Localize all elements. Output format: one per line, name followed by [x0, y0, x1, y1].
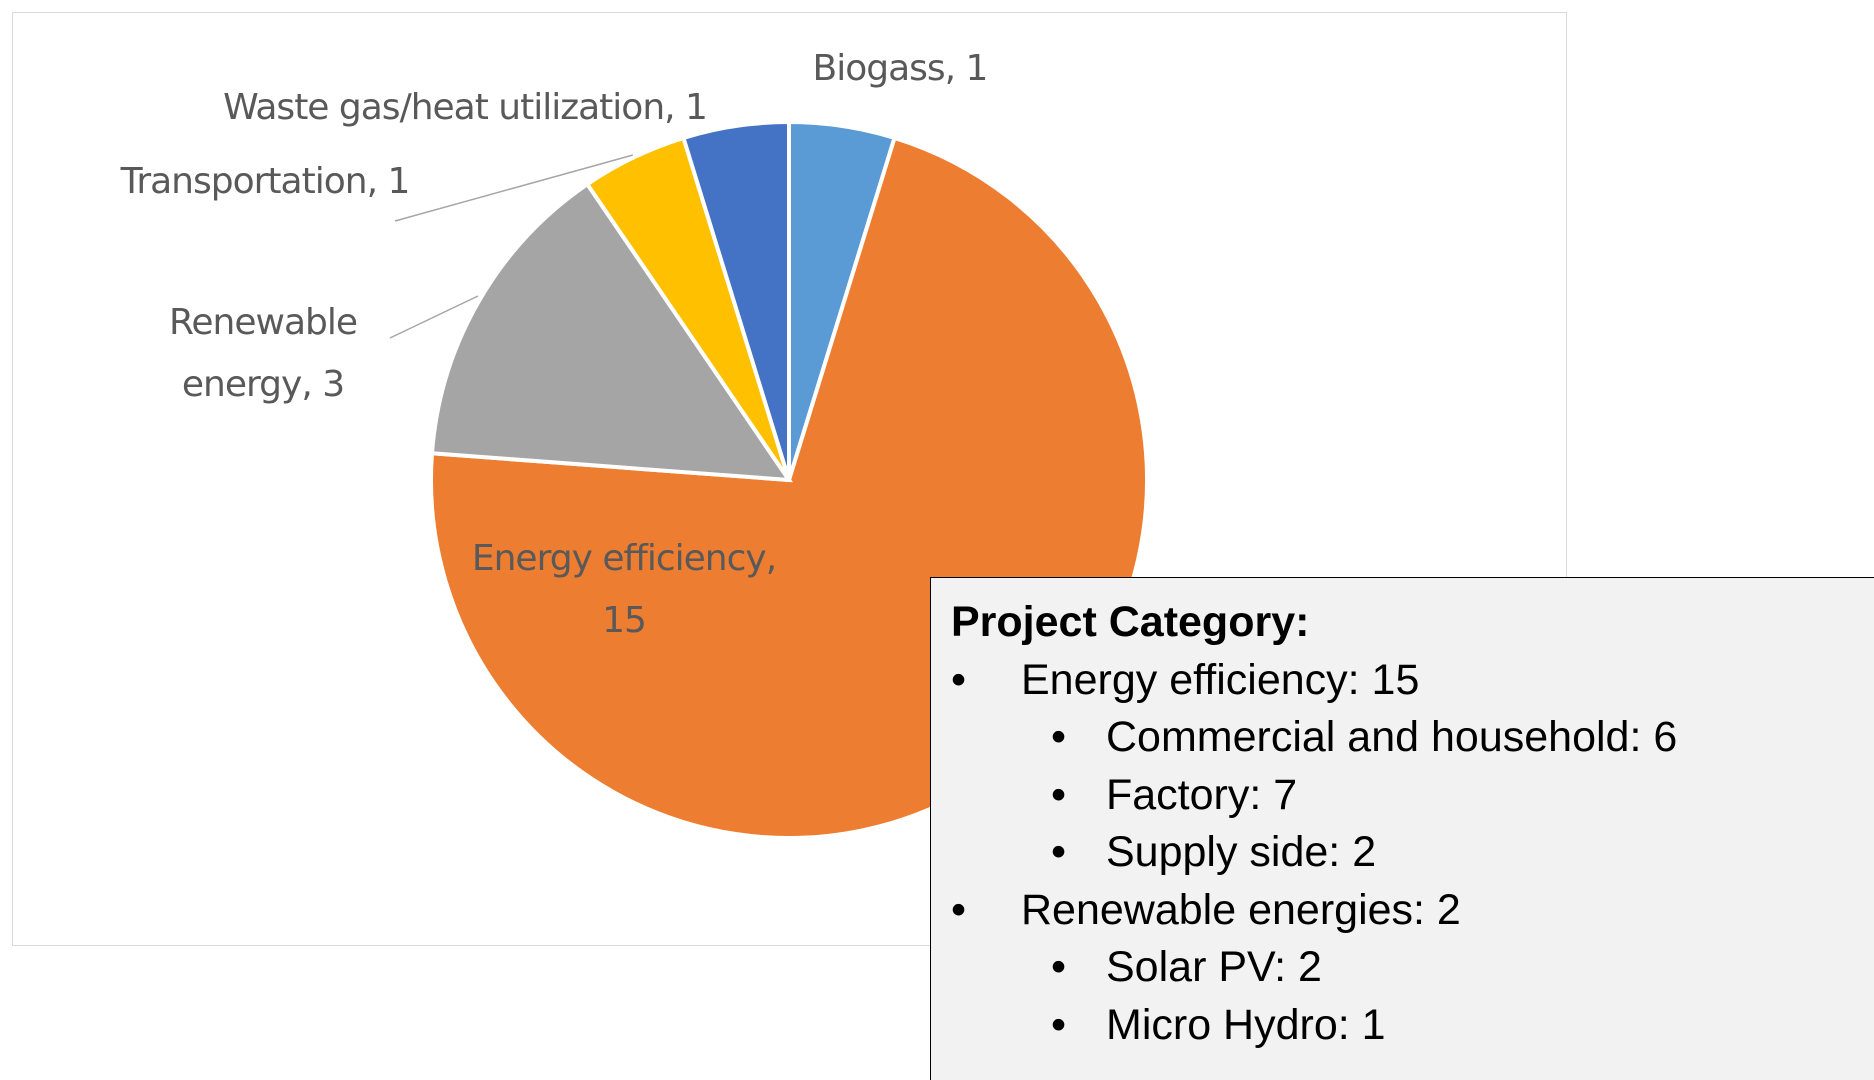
list-item: • Energy efficiency: 15: [951, 652, 1874, 710]
item-text: Renewable energies: 2: [1021, 885, 1461, 934]
data-label: Energy efficiency, 15: [471, 538, 777, 641]
sub-item-text: Supply side: 2: [1106, 828, 1377, 876]
data-label: Renewable energy, 3: [168, 302, 358, 405]
list-item: • Renewable energies: 2: [951, 882, 1874, 940]
sub-list-item: • Supply side: 2: [951, 824, 1874, 882]
bullet: •: [951, 885, 967, 934]
data-label: Transportation, 1: [120, 161, 411, 202]
bullet: •: [1051, 1000, 1067, 1049]
bullet: •: [1051, 828, 1067, 876]
bullet: •: [1051, 713, 1067, 761]
chart-frame: [12, 12, 1567, 946]
data-label: Biogass, 1: [812, 48, 989, 89]
sub-item-text: Commercial and household: 6: [1106, 713, 1678, 761]
pie-slice: [680, 119, 791, 481]
leader-line: [389, 295, 479, 339]
sub-item-text: Micro Hydro: 1: [1106, 1000, 1386, 1049]
sub-list-item: • Factory: 7: [951, 767, 1874, 825]
bullet: •: [951, 655, 967, 704]
data-label: Waste gas/heat utilization, 1: [223, 87, 708, 128]
sub-list-item: • Solar PV: 2: [951, 939, 1874, 997]
sub-item-text: Solar PV: 2: [1106, 943, 1322, 991]
box-title: Project Category:: [951, 598, 1310, 646]
text-box: Project Category: • Energy efficiency: 15…: [930, 577, 1874, 1080]
bullet: •: [1051, 943, 1067, 991]
item-text: Energy efficiency: 15: [1021, 655, 1420, 704]
sub-item-text: Factory: 7: [1106, 770, 1298, 819]
leader-line: [394, 154, 634, 222]
sub-list-item: • Commercial and household: 6: [951, 709, 1874, 767]
pie-slice: [429, 181, 793, 483]
sub-list-item: • Micro Hydro: 1: [951, 997, 1874, 1055]
bullet: •: [1051, 770, 1067, 819]
